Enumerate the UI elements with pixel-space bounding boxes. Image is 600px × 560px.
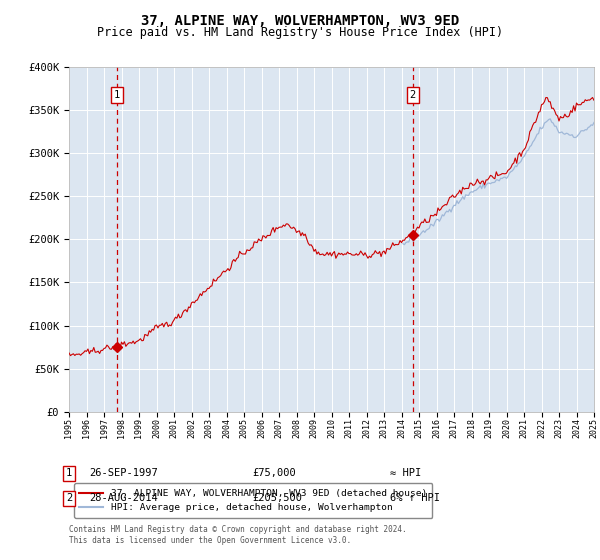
Text: 6% ↑ HPI: 6% ↑ HPI [390, 493, 440, 503]
Text: 26-SEP-1997: 26-SEP-1997 [89, 468, 158, 478]
Text: £205,500: £205,500 [252, 493, 302, 503]
Text: Price paid vs. HM Land Registry's House Price Index (HPI): Price paid vs. HM Land Registry's House … [97, 26, 503, 39]
Text: 37, ALPINE WAY, WOLVERHAMPTON, WV3 9ED: 37, ALPINE WAY, WOLVERHAMPTON, WV3 9ED [141, 14, 459, 28]
Text: ≈ HPI: ≈ HPI [390, 468, 421, 478]
Text: £75,000: £75,000 [252, 468, 296, 478]
Text: 1: 1 [66, 468, 72, 478]
Text: Contains HM Land Registry data © Crown copyright and database right 2024.
This d: Contains HM Land Registry data © Crown c… [69, 525, 407, 545]
Text: 2: 2 [410, 90, 416, 100]
Legend: 37, ALPINE WAY, WOLVERHAMPTON, WV3 9ED (detached house), HPI: Average price, det: 37, ALPINE WAY, WOLVERHAMPTON, WV3 9ED (… [74, 483, 433, 517]
Text: 1: 1 [113, 90, 120, 100]
Text: 2: 2 [66, 493, 72, 503]
Text: 28-AUG-2014: 28-AUG-2014 [89, 493, 158, 503]
